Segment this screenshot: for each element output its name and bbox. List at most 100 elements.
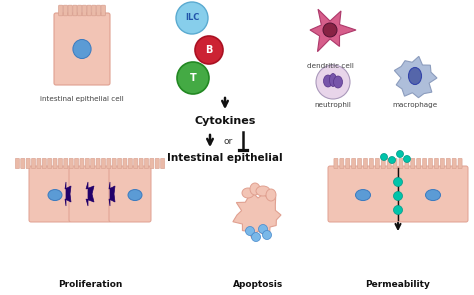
FancyBboxPatch shape xyxy=(48,158,52,169)
FancyBboxPatch shape xyxy=(59,5,63,16)
Circle shape xyxy=(323,23,337,37)
Circle shape xyxy=(176,2,208,34)
Polygon shape xyxy=(109,182,115,206)
Text: ILC: ILC xyxy=(185,14,199,22)
Polygon shape xyxy=(233,192,281,238)
Text: Intestinal epithelial: Intestinal epithelial xyxy=(167,153,283,163)
FancyBboxPatch shape xyxy=(458,158,462,169)
FancyBboxPatch shape xyxy=(334,158,338,169)
FancyBboxPatch shape xyxy=(53,158,57,169)
FancyBboxPatch shape xyxy=(78,5,82,16)
FancyBboxPatch shape xyxy=(29,166,71,222)
Text: B: B xyxy=(205,45,213,55)
Polygon shape xyxy=(65,182,71,206)
FancyBboxPatch shape xyxy=(68,5,72,16)
FancyBboxPatch shape xyxy=(145,158,148,169)
FancyBboxPatch shape xyxy=(54,13,110,85)
Text: macrophage: macrophage xyxy=(392,102,438,108)
FancyBboxPatch shape xyxy=(328,166,398,222)
FancyBboxPatch shape xyxy=(82,5,86,16)
FancyBboxPatch shape xyxy=(107,158,111,169)
Circle shape xyxy=(403,155,410,163)
Polygon shape xyxy=(310,9,356,52)
FancyBboxPatch shape xyxy=(150,158,154,169)
Ellipse shape xyxy=(250,183,260,195)
Ellipse shape xyxy=(242,188,254,198)
Circle shape xyxy=(393,191,402,201)
Ellipse shape xyxy=(128,190,142,201)
FancyBboxPatch shape xyxy=(101,158,105,169)
Circle shape xyxy=(393,206,402,214)
FancyBboxPatch shape xyxy=(155,158,159,169)
FancyBboxPatch shape xyxy=(375,158,379,169)
FancyBboxPatch shape xyxy=(101,5,105,16)
FancyBboxPatch shape xyxy=(85,158,89,169)
Text: Permeability: Permeability xyxy=(365,280,430,289)
Circle shape xyxy=(263,230,272,240)
Ellipse shape xyxy=(329,73,337,86)
FancyBboxPatch shape xyxy=(398,166,468,222)
FancyBboxPatch shape xyxy=(74,158,79,169)
FancyBboxPatch shape xyxy=(357,158,362,169)
Text: T: T xyxy=(190,73,196,83)
FancyBboxPatch shape xyxy=(428,158,432,169)
FancyBboxPatch shape xyxy=(440,158,444,169)
Text: Proliferation: Proliferation xyxy=(58,280,122,289)
FancyBboxPatch shape xyxy=(123,158,127,169)
Circle shape xyxy=(389,157,395,163)
FancyBboxPatch shape xyxy=(58,158,63,169)
FancyBboxPatch shape xyxy=(417,158,421,169)
FancyBboxPatch shape xyxy=(112,158,116,169)
FancyBboxPatch shape xyxy=(73,5,77,16)
Polygon shape xyxy=(394,56,437,98)
Circle shape xyxy=(381,153,388,160)
FancyBboxPatch shape xyxy=(69,158,73,169)
FancyBboxPatch shape xyxy=(346,158,350,169)
Ellipse shape xyxy=(256,186,270,196)
FancyBboxPatch shape xyxy=(96,158,100,169)
FancyBboxPatch shape xyxy=(340,158,344,169)
FancyBboxPatch shape xyxy=(21,158,25,169)
Ellipse shape xyxy=(266,189,276,201)
Text: or: or xyxy=(223,137,233,145)
FancyBboxPatch shape xyxy=(91,5,96,16)
Circle shape xyxy=(195,36,223,64)
Ellipse shape xyxy=(334,76,343,88)
Circle shape xyxy=(252,232,261,242)
FancyBboxPatch shape xyxy=(387,158,391,169)
Text: neutrophil: neutrophil xyxy=(315,102,351,108)
Text: intestinal epithelial cell: intestinal epithelial cell xyxy=(40,96,124,102)
FancyBboxPatch shape xyxy=(15,158,19,169)
FancyBboxPatch shape xyxy=(64,158,68,169)
FancyBboxPatch shape xyxy=(91,158,95,169)
Text: Cytokines: Cytokines xyxy=(194,116,255,126)
FancyBboxPatch shape xyxy=(393,158,397,169)
Text: Apoptosis: Apoptosis xyxy=(233,280,283,289)
Circle shape xyxy=(177,62,209,94)
FancyBboxPatch shape xyxy=(26,158,30,169)
FancyBboxPatch shape xyxy=(87,5,91,16)
FancyBboxPatch shape xyxy=(128,158,132,169)
FancyBboxPatch shape xyxy=(381,158,385,169)
FancyBboxPatch shape xyxy=(109,166,151,222)
FancyBboxPatch shape xyxy=(139,158,143,169)
FancyBboxPatch shape xyxy=(364,158,367,169)
Circle shape xyxy=(396,150,403,158)
FancyBboxPatch shape xyxy=(64,5,68,16)
Text: dendritic cell: dendritic cell xyxy=(307,63,354,69)
Polygon shape xyxy=(86,182,94,206)
FancyBboxPatch shape xyxy=(69,166,111,222)
FancyBboxPatch shape xyxy=(31,158,36,169)
Ellipse shape xyxy=(409,68,421,84)
Ellipse shape xyxy=(48,190,62,201)
FancyBboxPatch shape xyxy=(352,158,356,169)
Ellipse shape xyxy=(426,190,440,201)
Circle shape xyxy=(258,224,267,234)
FancyBboxPatch shape xyxy=(118,158,122,169)
FancyBboxPatch shape xyxy=(96,5,100,16)
FancyBboxPatch shape xyxy=(399,158,403,169)
FancyBboxPatch shape xyxy=(435,158,438,169)
FancyBboxPatch shape xyxy=(405,158,409,169)
FancyBboxPatch shape xyxy=(134,158,138,169)
Circle shape xyxy=(393,178,402,186)
